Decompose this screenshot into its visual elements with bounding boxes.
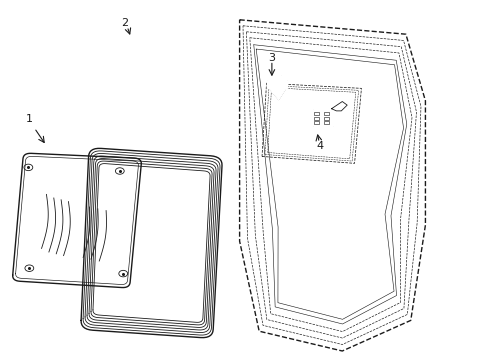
Polygon shape: [268, 88, 285, 100]
Polygon shape: [271, 75, 281, 80]
Bar: [324, 112, 328, 115]
Text: 4: 4: [316, 141, 323, 151]
Polygon shape: [312, 109, 333, 126]
Bar: [314, 112, 319, 115]
Bar: [314, 121, 319, 124]
Text: 1: 1: [26, 114, 33, 124]
Polygon shape: [266, 80, 286, 88]
Text: 2: 2: [121, 18, 128, 28]
Text: 3: 3: [267, 53, 274, 63]
Bar: [314, 117, 319, 120]
Bar: [324, 121, 328, 124]
Bar: [324, 117, 328, 120]
Polygon shape: [331, 102, 346, 111]
